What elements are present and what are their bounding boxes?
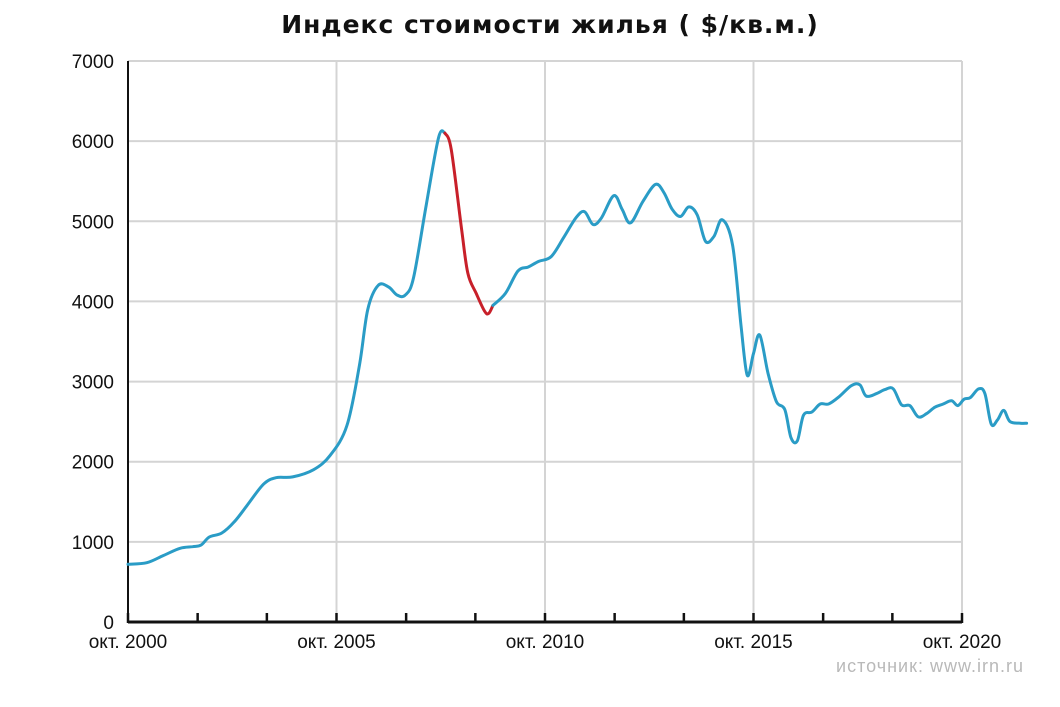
x-tick-label: окт. 2005 [297,632,376,653]
y-tick-label: 6000 [72,132,114,153]
x-tick-label: окт. 2015 [714,632,793,653]
y-tick-label: 1000 [72,533,114,554]
series-line-2 [443,131,495,316]
y-tick-label: 7000 [72,52,114,73]
source-note: источник: www.irn.ru [836,656,1024,676]
series-line-3 [491,182,1029,445]
y-tick-label: 0 [103,613,114,634]
x-tick-label: окт. 2010 [506,632,585,653]
x-tick-label: окт. 2020 [923,632,1002,653]
series-line-1 [126,129,447,566]
y-tick-label: 3000 [72,373,114,394]
chart-title: Индекс стоимости жилья ( $/кв.м.) [281,10,819,39]
y-tick-label: 4000 [72,292,114,313]
y-tick-label: 5000 [72,212,114,233]
x-tick-label: окт. 2000 [89,632,168,653]
y-tick-label: 2000 [72,453,114,474]
